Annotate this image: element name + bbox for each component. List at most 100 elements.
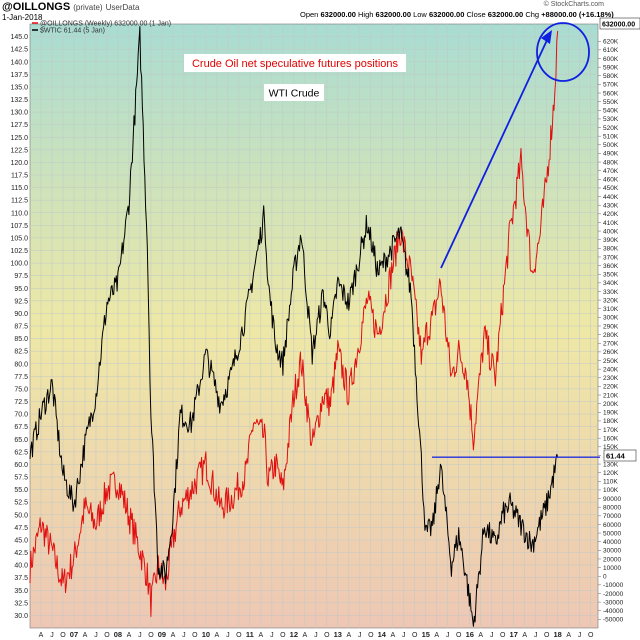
y-left-tick-label: 140.0 (10, 59, 28, 66)
chg-value: +88000.00 (+16.18%) (541, 10, 614, 19)
y-right-tick-label: 470K (603, 168, 619, 175)
left-axis: 30.0 32.5 35.0 37.5 40.0 42.5 45.0 47.5 50.0 52.5… (10, 34, 28, 620)
annotation-title: Crude Oil net speculative futures positi… (192, 58, 399, 70)
y-right-tick-label: 280K (603, 332, 619, 339)
y-left-tick-label: 70.0 (14, 412, 28, 419)
y-left-tick-label: 50.0 (14, 512, 28, 519)
y-left-tick-label: 85.0 (14, 336, 28, 343)
x-tick-label: J (578, 632, 582, 639)
y-right-tick-label: 340K (603, 280, 619, 287)
x-tick-label: J (402, 632, 406, 639)
y-left-tick-label: 122.5 (10, 147, 28, 154)
x-tick-label: A (83, 632, 88, 639)
y-left-tick-label: 65.0 (14, 437, 28, 444)
y-right-tick-label: 240K (603, 366, 619, 373)
y-left-tick-label: 100.0 (10, 261, 28, 268)
y-left-tick-label: 127.5 (10, 122, 28, 129)
x-tick-label: J (490, 632, 494, 639)
x-tick-label: O (412, 632, 418, 639)
y-left-tick-label: 105.0 (10, 235, 28, 242)
y-left-tick-label: 30.0 (14, 613, 28, 620)
open-value: 632000.00 (320, 10, 356, 19)
y-left-tick-label: 82.5 (14, 349, 28, 356)
y-left-tick-label: 57.5 (14, 475, 28, 482)
y-left-tick-label: 135.0 (10, 84, 28, 91)
high-value: 632000.00 (375, 10, 411, 19)
x-tick-label: 10 (202, 630, 210, 639)
y-right-tick-label: 500K (603, 142, 619, 149)
y-right-tick-label: 320K (603, 297, 619, 304)
x-tick-label: 12 (290, 630, 298, 639)
y-right-tick-label: 360K (603, 263, 619, 270)
y-left-tick-label: 130.0 (10, 110, 28, 117)
y-left-tick-label: 35.0 (14, 588, 28, 595)
y-right-tick-label: 330K (603, 289, 619, 296)
x-tick-label: O (500, 632, 506, 639)
x-tick-label: 18 (554, 630, 562, 639)
y-right-tick-label: 220K (603, 384, 619, 391)
x-tick-label: O (368, 632, 374, 639)
y-right-tick-label: 400K (603, 228, 619, 235)
y-left-tick-label: 132.5 (10, 97, 28, 104)
y-right-tick-label: 600K (603, 56, 619, 63)
x-tick-label: A (346, 632, 351, 639)
y-right-tick-label: 530K (603, 116, 619, 123)
legend-oil-label: $WTIC 61.44 (5 Jan) (40, 28, 105, 35)
y-right-tick-label: 180K (603, 418, 619, 425)
y-left-tick-label: 110.0 (11, 210, 28, 217)
y-left-tick-label: 87.5 (14, 324, 28, 331)
x-tick-label: 07 (70, 630, 78, 639)
y-right-tick-label: 350K (603, 272, 619, 279)
y-right-tick-label: 540K (603, 108, 619, 115)
y-right-tick-label: 620K (603, 39, 619, 46)
y-right-tick-label: 100K (603, 487, 619, 494)
right-last-badge: 632000.00 (599, 17, 640, 30)
annotation-subtitle: WTI Crude (269, 88, 320, 100)
y-left-tick-label: 55.0 (14, 487, 28, 494)
x-tick-label: 09 (158, 630, 166, 639)
x-tick-label: J (94, 632, 98, 639)
y-right-tick-label: 510K (603, 133, 619, 140)
y-left-tick-label: 32.5 (14, 600, 28, 607)
y-left-tick-label: 75.0 (14, 386, 28, 393)
x-axis: A J O 07 A J O 08 A J O 09 A J O 10 A J O 11 A J O 12 A J O 13 A J O 14… (39, 630, 594, 639)
chg-label: Chg (525, 10, 540, 19)
x-tick-label: A (434, 632, 439, 639)
x-tick-label: J (314, 632, 318, 639)
symbol-name: @OILLONGS (2, 1, 71, 13)
y-right-tick-label: 550K (603, 99, 619, 106)
x-tick-label: O (588, 632, 594, 639)
y-right-tick-label: 80000 (603, 505, 621, 512)
chart-header: @OILLONGS (private) UserData 1-Jan-2018 … (0, 0, 640, 38)
y-right-tick-label: 410K (603, 220, 619, 227)
data-source: UserData (105, 3, 140, 12)
annotation-title-box: Crude Oil net speculative futures positi… (184, 54, 406, 72)
x-tick-label: A (478, 632, 483, 639)
y-right-tick-label: 10000 (603, 565, 621, 572)
y-left-tick-label: 97.5 (14, 273, 28, 280)
y-right-tick-label: 570K (603, 82, 619, 89)
x-tick-label: J (138, 632, 142, 639)
x-tick-label: A (39, 632, 44, 639)
y-right-tick-label: 90000 (603, 496, 621, 503)
x-tick-label: A (171, 632, 176, 639)
y-left-tick-label: 80.0 (14, 361, 28, 368)
y-right-tick-label: 380K (603, 246, 619, 253)
y-right-tick-label: 30000 (603, 548, 621, 555)
x-tick-label: J (182, 632, 186, 639)
y-left-tick-label: 62.5 (14, 449, 28, 456)
y-right-tick-label: 390K (603, 237, 619, 244)
x-tick-label: O (544, 632, 550, 639)
y-right-tick-label: 160K (603, 435, 619, 442)
y-right-tick-label: 450K (603, 185, 619, 192)
y-left-tick-label: 145.0 (10, 34, 28, 41)
legend: @OILLONGS (Weekly) 632000.00 (1 Jan) $WT… (32, 21, 171, 35)
y-left-tick-label: 42.5 (14, 550, 28, 557)
highlight-circle (536, 22, 590, 82)
y-left-tick-label: 45.0 (14, 537, 28, 544)
y-left-tick-label: 107.5 (10, 223, 28, 230)
x-tick-label: A (566, 632, 571, 639)
annotation-title-bg (184, 54, 406, 72)
y-left-tick-label: 77.5 (14, 374, 28, 381)
